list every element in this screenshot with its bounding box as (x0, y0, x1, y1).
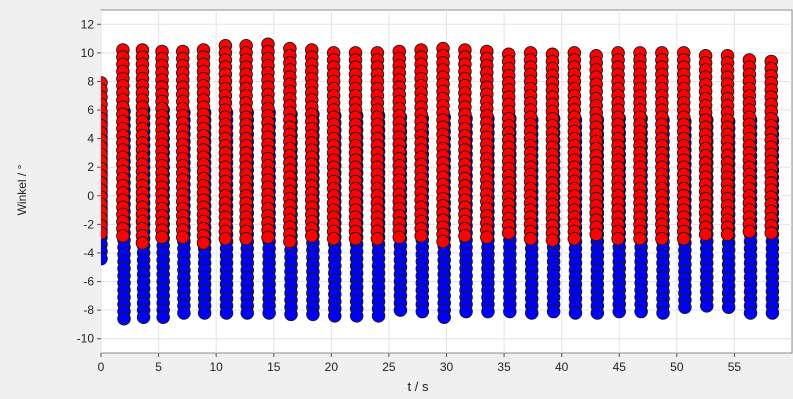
data-point (136, 310, 151, 325)
series-1 (101, 37, 779, 250)
data-point (135, 236, 150, 250)
data-point (101, 226, 108, 240)
data-point (393, 303, 408, 317)
data-point (524, 306, 539, 320)
data-point (437, 310, 451, 325)
data-point (720, 227, 735, 242)
data-point (415, 304, 430, 319)
y-tick-label: 8 (87, 74, 94, 88)
data-point (156, 310, 170, 325)
x-tick-label: 45 (613, 360, 627, 374)
data-point (196, 236, 211, 250)
data-point (305, 229, 319, 243)
data-point (501, 226, 516, 240)
data-point (240, 306, 255, 320)
data-point (436, 234, 450, 249)
x-tick-label: 40 (555, 360, 569, 374)
y-axis-label: Winkel / ° (15, 164, 29, 215)
data-points (101, 37, 780, 326)
data-point (743, 306, 758, 320)
data-point (590, 306, 605, 320)
data-point (678, 300, 692, 315)
data-point (414, 229, 428, 243)
data-point (458, 229, 472, 243)
x-axis-label: t / s (408, 379, 429, 394)
x-tick-label: 10 (209, 360, 223, 374)
data-point (523, 231, 538, 246)
y-tick-label: 10 (81, 46, 95, 60)
data-point (568, 306, 583, 320)
y-tick-label: -4 (83, 246, 94, 260)
y-tick-label: 6 (87, 103, 94, 117)
x-tick-label: 25 (382, 360, 396, 374)
data-point (480, 230, 494, 244)
data-point (589, 227, 603, 242)
x-tick-label: 50 (670, 360, 684, 374)
data-point (656, 306, 670, 320)
y-tick-label: 4 (87, 132, 94, 146)
data-point (306, 307, 320, 322)
data-point (611, 231, 625, 246)
data-point (116, 229, 130, 243)
data-point (503, 304, 517, 319)
y-tick-label: 2 (87, 160, 94, 174)
data-point (546, 304, 561, 319)
data-point (742, 224, 757, 239)
data-point (239, 231, 253, 246)
data-point (459, 304, 473, 319)
y-tick-label: -6 (83, 275, 94, 289)
x-tick-label: 55 (728, 360, 742, 374)
data-point (262, 306, 276, 320)
data-point (765, 306, 780, 320)
data-point (349, 309, 364, 323)
data-point (326, 231, 341, 246)
data-point (612, 304, 627, 319)
x-axis-ticks: 0 5 10 15 20 25 30 35 40 45 50 55 (98, 353, 742, 374)
data-point (328, 309, 342, 323)
data-point (700, 299, 714, 313)
x-tick-label: 20 (325, 360, 339, 374)
data-point (370, 231, 385, 246)
data-point (197, 306, 212, 320)
y-tick-label: -8 (83, 303, 94, 317)
data-point (392, 230, 407, 244)
x-tick-label: 30 (440, 360, 454, 374)
data-point (655, 231, 669, 246)
y-tick-label: 0 (87, 189, 94, 203)
y-tick-label: -2 (83, 217, 94, 231)
data-point (155, 230, 169, 244)
data-point (177, 306, 191, 320)
data-point (633, 231, 647, 246)
data-point (176, 230, 190, 244)
x-tick-label: 5 (155, 360, 162, 374)
data-point (284, 307, 298, 322)
data-point (348, 231, 363, 246)
x-tick-label: 0 (98, 360, 105, 374)
data-point (219, 306, 234, 320)
data-point (261, 230, 275, 244)
data-point (101, 251, 108, 266)
data-point (634, 304, 648, 319)
data-point (218, 231, 233, 246)
y-tick-label: 12 (81, 17, 95, 31)
data-point (117, 311, 131, 326)
data-point (721, 300, 736, 315)
data-point (481, 304, 495, 319)
y-tick-label: -10 (77, 332, 95, 346)
data-point (764, 226, 779, 240)
y-axis-ticks: -10 -8 -6 -4 -2 0 2 4 6 8 10 12 (77, 17, 101, 346)
data-point (545, 233, 560, 247)
data-point (676, 231, 691, 246)
x-tick-label: 35 (497, 360, 511, 374)
x-tick-label: 15 (267, 360, 281, 374)
data-point (283, 234, 297, 249)
data-point (698, 227, 713, 242)
data-point (371, 309, 386, 323)
data-point (567, 231, 582, 246)
